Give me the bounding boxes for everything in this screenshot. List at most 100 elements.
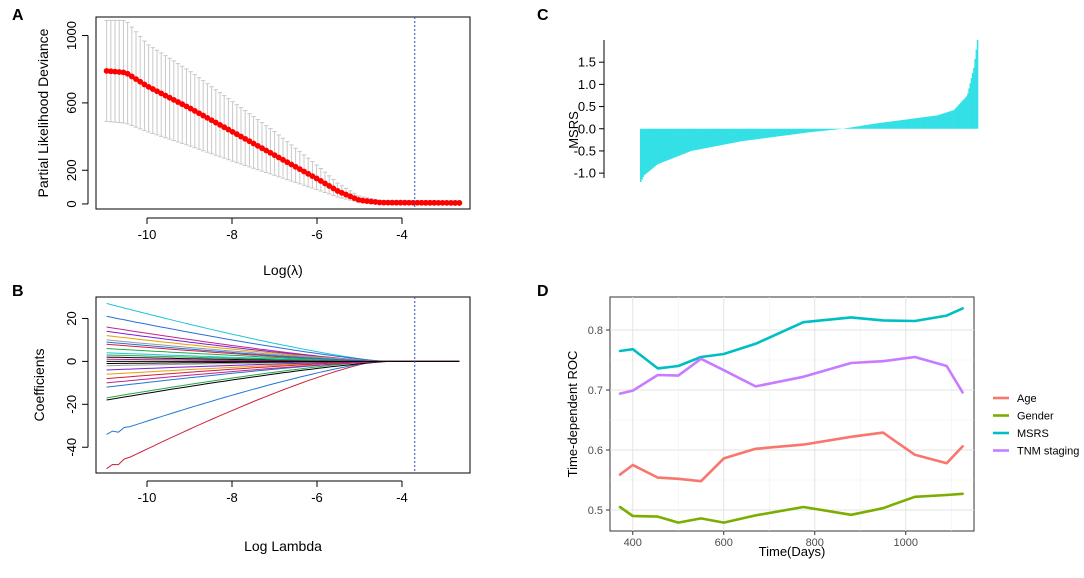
y-tick-label: -20 — [64, 395, 79, 414]
msrs-bar — [736, 128, 739, 143]
panel-c: C -1.0 -0.5 0.0 0.5 1.0 1.5 MSRS — [537, 7, 979, 182]
msrs-bar — [881, 122, 883, 129]
msrs-bar — [643, 128, 646, 176]
deviance-point — [103, 67, 110, 74]
msrs-bar — [644, 128, 647, 175]
panel-b-letter: B — [12, 283, 24, 300]
msrs-bar — [807, 128, 810, 133]
msrs-bar — [795, 128, 798, 134]
msrs-bar — [869, 124, 871, 129]
msrs-bar — [940, 114, 943, 129]
msrs-bar — [667, 128, 670, 160]
msrs-bar — [677, 128, 679, 157]
msrs-bar — [813, 128, 816, 132]
msrs-bar — [801, 128, 804, 134]
panel-c-letter: C — [537, 7, 549, 24]
msrs-bar — [660, 128, 663, 163]
deviance-point — [322, 180, 328, 187]
deviance-point — [124, 70, 131, 77]
y-tick-label: 200 — [64, 159, 79, 181]
msrs-bar — [713, 128, 716, 147]
msrs-bar — [731, 128, 734, 143]
x-tick-label: 600 — [715, 537, 733, 549]
msrs-bar — [933, 115, 935, 129]
legend-label: TNM staging — [1017, 446, 1079, 458]
msrs-bar — [828, 128, 830, 131]
msrs-bar — [776, 128, 778, 137]
msrs-bar — [743, 128, 746, 141]
x-tick-label: 800 — [806, 537, 824, 549]
msrs-bar — [818, 128, 821, 132]
panel-a-error-bars — [104, 19, 462, 205]
y-tick-label: 0.5 — [588, 505, 603, 517]
msrs-bar — [729, 128, 731, 144]
msrs-bar — [939, 114, 941, 129]
msrs-bar — [690, 128, 693, 151]
deviance-point — [128, 73, 135, 80]
deviance-point — [418, 199, 425, 206]
msrs-bar — [880, 122, 882, 129]
msrs-bar — [926, 116, 928, 129]
msrs-bar — [676, 128, 678, 157]
y-tick-label: 1.5 — [578, 55, 596, 70]
msrs-bar — [718, 128, 720, 146]
msrs-bar — [701, 128, 704, 149]
y-tick-label: 1000 — [64, 21, 79, 50]
msrs-bar — [836, 128, 839, 130]
deviance-point — [431, 199, 438, 206]
msrs-bar — [763, 128, 765, 139]
msrs-bar — [738, 128, 741, 142]
msrs-bar — [927, 116, 929, 129]
msrs-bar — [753, 128, 755, 140]
x-tick-label: -6 — [311, 490, 323, 505]
msrs-bar — [953, 109, 956, 129]
panel-b-plot-frame — [95, 296, 471, 474]
msrs-bar — [850, 127, 852, 129]
msrs-bar — [646, 128, 648, 174]
deviance-point — [435, 199, 442, 206]
panel-d: D 400 600 800 1000 0.5 0.6 0.7 0.8 Time-depend… — [537, 283, 1079, 559]
msrs-bar — [796, 128, 799, 134]
msrs-bar — [799, 128, 801, 134]
msrs-bar — [866, 124, 869, 129]
roc-series-line — [618, 355, 964, 395]
panel-a-plot-frame — [95, 16, 471, 210]
msrs-bar — [755, 128, 758, 140]
msrs-bar — [964, 97, 967, 129]
msrs-bar — [883, 122, 886, 129]
msrs-bar — [794, 128, 797, 135]
deviance-point — [406, 199, 412, 206]
msrs-bar — [697, 128, 700, 150]
deviance-point — [414, 199, 421, 206]
msrs-bar — [815, 128, 817, 132]
msrs-bar — [834, 128, 836, 130]
deviance-point — [427, 199, 433, 206]
msrs-bar — [967, 93, 969, 129]
msrs-bar — [947, 111, 950, 129]
msrs-bar — [717, 128, 719, 146]
msrs-bar — [681, 128, 683, 155]
msrs-bar — [899, 120, 902, 129]
msrs-bar — [682, 128, 684, 155]
msrs-bar — [920, 117, 922, 129]
panel-d-y-axis: 0.5 0.6 0.7 0.8 — [588, 325, 610, 517]
msrs-bar — [892, 121, 894, 129]
msrs-bar — [732, 128, 735, 143]
deviance-point — [448, 200, 454, 206]
msrs-bar — [735, 128, 737, 143]
msrs-bar — [830, 128, 833, 130]
msrs-bar — [695, 128, 698, 150]
msrs-bar — [666, 128, 669, 161]
msrs-bar — [810, 128, 812, 133]
roc-series-line — [618, 307, 964, 370]
msrs-bar — [789, 128, 792, 135]
msrs-bar — [703, 128, 706, 149]
msrs-bar — [705, 128, 707, 149]
msrs-bar — [860, 125, 863, 129]
msrs-bar — [921, 117, 923, 129]
deviance-point — [133, 76, 139, 82]
deviance-point — [313, 175, 320, 182]
msrs-bar — [848, 127, 851, 129]
panel-a-y-axis: 0 200 600 1000 — [64, 21, 89, 208]
y-tick-label: 0 — [64, 358, 79, 365]
